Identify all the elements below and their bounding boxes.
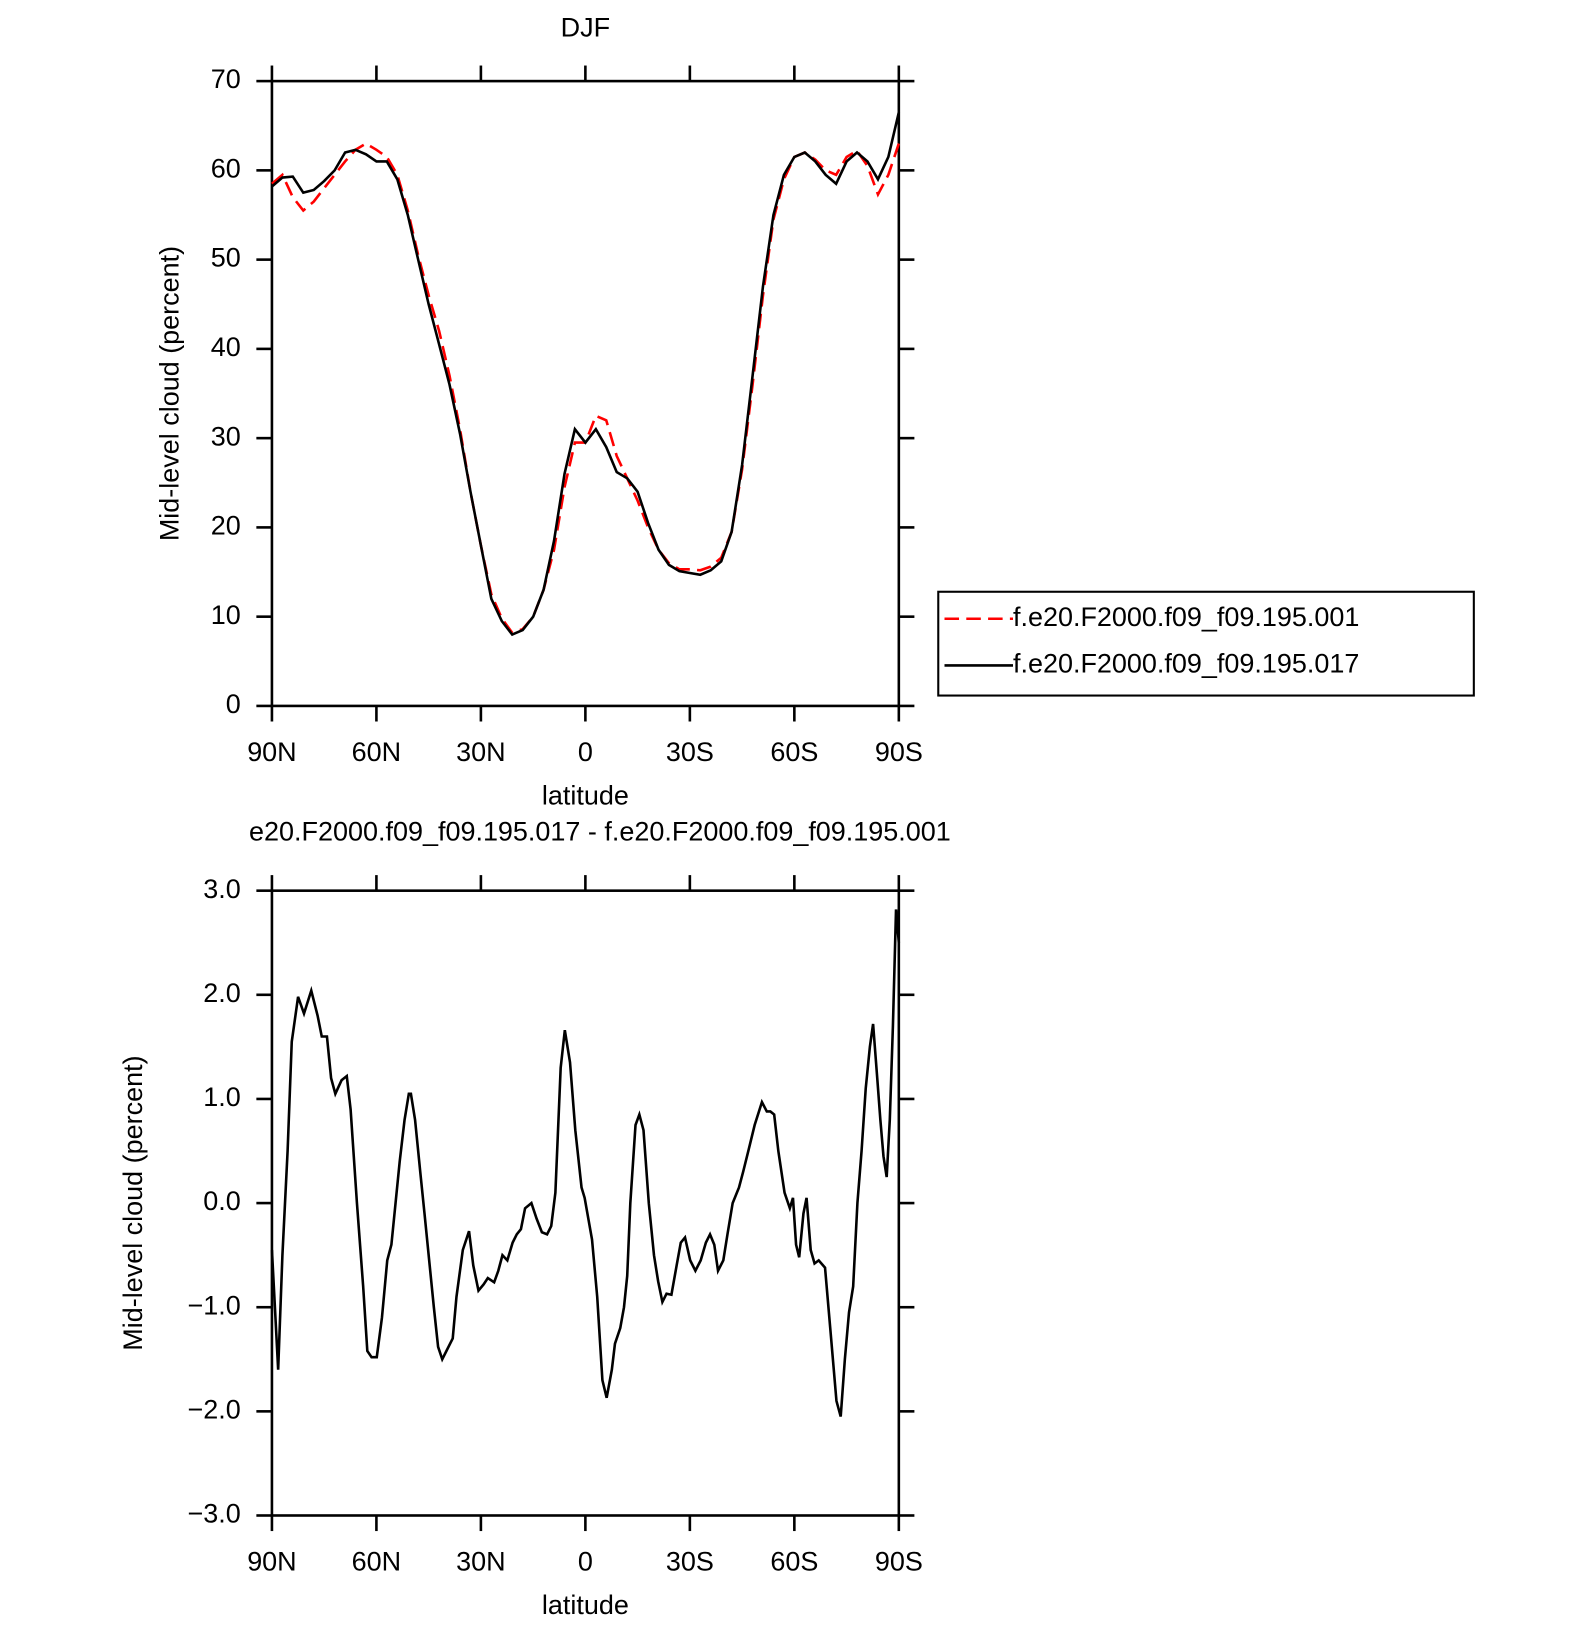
y-tick-label: −2.0 [188, 1394, 241, 1424]
y-tick-label: 40 [211, 332, 241, 362]
y-tick-label: −3.0 [188, 1499, 241, 1529]
y-tick-label: 10 [211, 600, 241, 630]
y-axis-label: Mid-level cloud (percent) [118, 1055, 148, 1350]
y-tick-label: 50 [211, 243, 241, 273]
legend-label: f.e20.F2000.f09_f09.195.017 [1013, 649, 1359, 679]
chart-title: DJF [561, 12, 610, 42]
x-tick-label: 0 [578, 737, 593, 767]
y-tick-label: 0.0 [203, 1186, 240, 1216]
legend-label: f.e20.F2000.f09_f09.195.001 [1013, 602, 1359, 632]
y-tick-label: 30 [211, 421, 241, 451]
x-tick-label: 30S [666, 1546, 714, 1576]
legend: f.e20.F2000.f09_f09.195.001 f.e20.F2000.f… [937, 590, 1475, 697]
y-tick-label: −1.0 [188, 1290, 241, 1320]
x-tick-label: 30N [456, 1546, 505, 1576]
chart-title: e20.F2000.f09_f09.195.017 - f.e20.F2000.… [249, 817, 951, 847]
plot-frame [270, 889, 901, 1517]
data-line [270, 909, 901, 1417]
y-tick-label: 20 [211, 511, 241, 541]
x-axis-label: latitude [542, 1590, 629, 1620]
x-axis-label: latitude [542, 780, 629, 810]
plot: DJF latitude Mid-level cloud (percent) 0 10 2… [154, 12, 1475, 810]
plot-frame [270, 79, 901, 708]
x-tick-label: 60S [770, 737, 818, 767]
x-tick-label: 30N [456, 737, 505, 767]
x-tick-label: 60S [770, 1546, 818, 1576]
y-tick-label: 60 [211, 153, 241, 183]
x-tick-label: 90S [875, 737, 923, 767]
y-tick-label: 0 [226, 689, 241, 719]
x-tick-label: 0 [578, 1546, 593, 1576]
y-tick-label: 70 [211, 64, 241, 94]
data-line [271, 112, 901, 637]
plot: e20.F2000.f09_f09.195.017 - f.e20.F2000.… [118, 817, 951, 1620]
y-tick-label: 3.0 [203, 874, 240, 904]
x-tick-label: 90S [875, 1546, 923, 1576]
legend-box [937, 590, 1475, 697]
x-tick-label: 60N [352, 737, 401, 767]
x-tick-label: 60N [352, 1546, 401, 1576]
y-axis-label: Mid-level cloud (percent) [154, 246, 184, 541]
x-tick-label: 90N [247, 1546, 296, 1576]
x-tick-label: 90N [247, 737, 296, 767]
y-tick-label: 2.0 [203, 978, 240, 1008]
y-tick-label: 1.0 [203, 1082, 240, 1112]
x-tick-label: 30S [666, 737, 714, 767]
data-line [271, 142, 901, 635]
